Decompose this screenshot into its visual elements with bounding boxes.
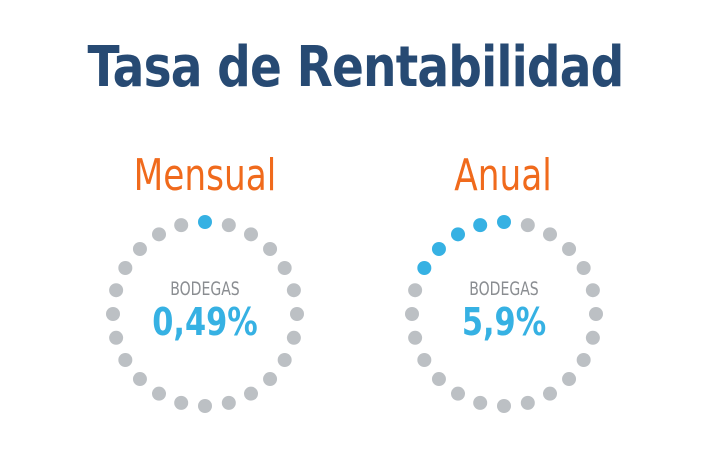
progress-dot-empty: [277, 261, 292, 275]
progress-dot-empty: [132, 372, 147, 387]
progress-dot-empty: [221, 218, 236, 233]
period-title-annual: Anual: [454, 150, 552, 201]
dot-ring-graphic: [405, 215, 603, 413]
progress-dot-empty: [221, 395, 236, 410]
progress-dot-filled: [431, 241, 446, 256]
progress-dot-empty: [562, 372, 577, 387]
progress-dot-empty: [118, 353, 133, 367]
page-title: Tasa de Rentabilidad: [87, 35, 624, 100]
progress-dot-empty: [585, 283, 600, 298]
progress-dot-filled: [198, 215, 212, 229]
progress-dot-empty: [286, 330, 301, 345]
progress-dot-empty: [132, 241, 147, 256]
ring-value: 5,9%: [461, 300, 547, 344]
ring-label: BODEGAS: [170, 278, 240, 300]
progress-dot-empty: [520, 218, 535, 233]
progress-dot-empty: [576, 353, 591, 367]
ring-label: BODEGAS: [469, 278, 539, 300]
progress-dot-filled: [497, 215, 511, 229]
progress-dot-empty: [405, 307, 419, 321]
progress-dot-empty: [109, 283, 124, 298]
progress-dot-empty: [118, 261, 133, 275]
progress-dot-empty: [263, 372, 278, 387]
progress-dot-empty: [451, 386, 465, 401]
progress-dot-empty: [562, 241, 577, 256]
progress-dot-empty: [106, 307, 120, 321]
progress-dot-empty: [152, 386, 166, 401]
progress-dot-empty: [198, 399, 212, 413]
progress-dot-empty: [244, 227, 258, 242]
dot-ring-graphic: [106, 215, 304, 413]
progress-dot-empty: [473, 395, 488, 410]
progress-dot-empty: [152, 227, 166, 242]
progress-dot-empty: [585, 330, 600, 345]
progress-dot-empty: [244, 386, 258, 401]
progress-dot-empty: [408, 283, 423, 298]
progress-dot-empty: [543, 227, 557, 242]
progress-dot-empty: [286, 283, 301, 298]
progress-dot-empty: [109, 330, 124, 345]
progress-dot-empty: [408, 330, 423, 345]
progress-dot-empty: [263, 241, 278, 256]
progress-dot-empty: [589, 307, 603, 321]
progress-dot-empty: [497, 399, 511, 413]
progress-dot-empty: [417, 353, 432, 367]
period-title-monthly: Mensual: [133, 150, 277, 201]
progress-dot-empty: [277, 353, 292, 367]
progress-dot-filled: [417, 261, 432, 275]
dot-ring-annual: BODEGAS 5,9%: [404, 214, 604, 414]
progress-dot-empty: [290, 307, 304, 321]
progress-dot-empty: [520, 395, 535, 410]
progress-dot-filled: [473, 218, 488, 233]
dot-ring-monthly: BODEGAS 0,49%: [105, 214, 305, 414]
progress-dot-filled: [451, 227, 465, 242]
progress-dot-empty: [543, 386, 557, 401]
progress-dot-empty: [174, 395, 189, 410]
progress-dot-empty: [431, 372, 446, 387]
progress-dot-empty: [576, 261, 591, 275]
ring-value: 0,49%: [152, 300, 258, 344]
progress-dot-empty: [174, 218, 189, 233]
